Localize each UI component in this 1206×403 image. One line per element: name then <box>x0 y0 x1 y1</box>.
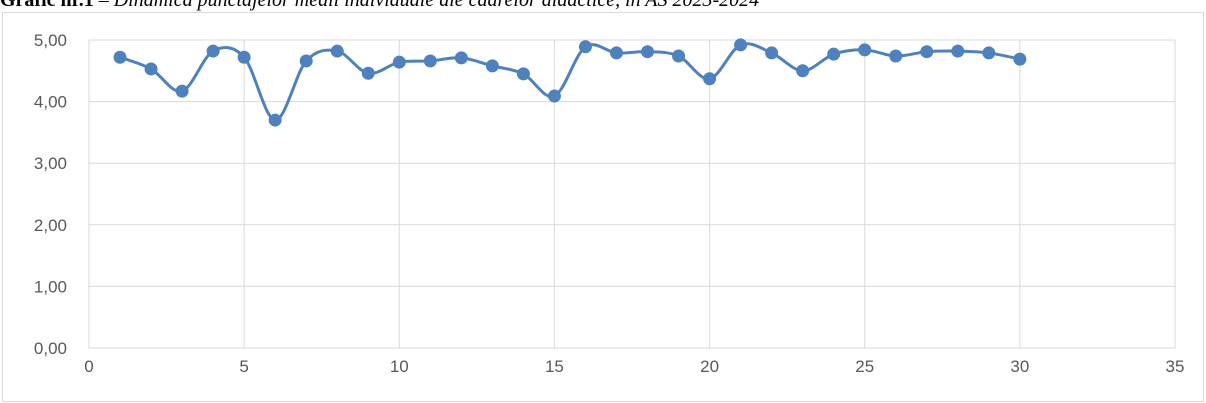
x-tick-label: 30 <box>1010 357 1029 376</box>
chart-title: Grafic nr.1 – Dinamica punctajelor medii… <box>0 0 759 11</box>
series-line <box>119 42 1021 122</box>
data-point <box>268 113 282 127</box>
data-point <box>361 66 375 80</box>
data-point <box>330 44 344 58</box>
data-point <box>392 55 406 69</box>
data-point <box>206 44 220 58</box>
y-tick-label: 3,00 <box>34 154 67 173</box>
data-point <box>578 40 592 54</box>
data-point <box>920 45 934 59</box>
data-point <box>237 50 251 64</box>
data-point <box>609 46 623 60</box>
title: Grafic nr.1 <box>0 0 94 11</box>
x-tick-label: 0 <box>84 357 93 376</box>
data-point <box>175 84 189 98</box>
y-tick-label: 5,00 <box>34 31 67 50</box>
y-tick-label: 2,00 <box>34 216 67 235</box>
data-point <box>889 49 903 63</box>
y-tick-label: 1,00 <box>34 277 67 296</box>
data-point <box>547 89 561 103</box>
data-point <box>485 59 499 73</box>
data-point <box>672 49 686 63</box>
data-point <box>765 46 779 60</box>
data-point <box>734 38 748 52</box>
x-tick-label: 15 <box>545 357 564 376</box>
y-tick-label: 0,00 <box>34 339 67 358</box>
x-tick-label: 10 <box>390 357 409 376</box>
y-tick-label: 4,00 <box>34 93 67 112</box>
x-tick-label: 25 <box>855 357 874 376</box>
subtitle: – Dinamica punctajelor medii individuale… <box>98 0 759 11</box>
data-point <box>454 51 468 65</box>
data-point <box>827 47 841 61</box>
data-point <box>516 67 530 81</box>
data-point <box>703 72 717 86</box>
chart-border <box>2 12 1204 402</box>
data-point <box>1013 52 1027 66</box>
data-point <box>982 46 996 60</box>
x-tick-label: 20 <box>700 357 719 376</box>
data-point <box>299 54 313 68</box>
title-background <box>0 0 1206 12</box>
data-point <box>858 43 872 57</box>
data-point <box>113 50 127 64</box>
data-point <box>641 45 655 59</box>
data-point <box>423 54 437 68</box>
x-tick-label: 5 <box>239 357 248 376</box>
data-point <box>951 44 965 58</box>
data-point <box>796 64 810 78</box>
x-tick-label: 35 <box>1166 357 1185 376</box>
data-point <box>144 62 158 76</box>
